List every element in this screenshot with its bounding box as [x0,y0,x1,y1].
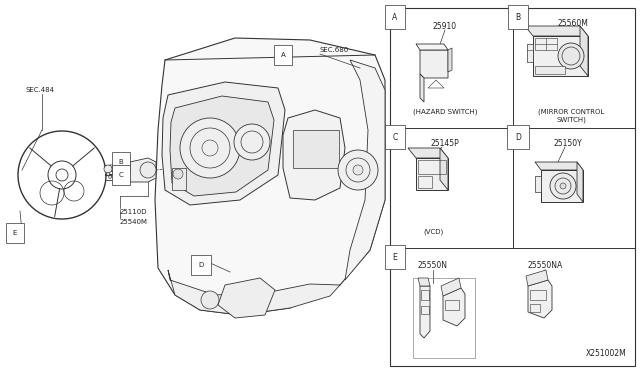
Polygon shape [420,74,424,102]
Circle shape [140,162,156,178]
Circle shape [106,173,109,176]
Bar [445,300,459,310]
Text: SEC.680: SEC.680 [320,47,349,53]
Bar [418,176,432,188]
Text: C: C [392,132,397,141]
Polygon shape [420,50,448,78]
Text: 25560M: 25560M [557,19,588,28]
Bar [530,304,540,312]
Bar [172,168,186,190]
Bar [421,290,429,300]
Polygon shape [580,26,588,76]
Text: 25910: 25910 [433,22,457,31]
Text: X251002M: X251002M [586,349,627,358]
Polygon shape [448,48,452,72]
Bar [535,176,541,192]
Polygon shape [420,286,430,338]
Text: A: A [392,13,397,22]
Text: (VCD): (VCD) [424,229,444,235]
Text: SWITCH): SWITCH) [556,117,586,123]
Text: 25145P: 25145P [431,138,460,148]
Polygon shape [104,162,130,172]
Polygon shape [577,162,583,202]
Bar [390,8,635,366]
Circle shape [109,176,111,179]
Polygon shape [535,162,583,170]
Circle shape [338,150,378,190]
Polygon shape [416,158,448,190]
Circle shape [550,173,576,199]
Polygon shape [441,278,461,296]
Text: E: E [392,253,397,262]
Text: C: C [118,172,124,178]
Circle shape [558,43,584,69]
Text: 25110D: 25110D [120,209,147,215]
Bar [535,66,565,74]
Polygon shape [283,110,345,200]
Polygon shape [170,96,274,196]
Polygon shape [443,288,465,326]
Text: B: B [515,13,520,22]
Circle shape [201,291,219,309]
Polygon shape [155,38,385,315]
Polygon shape [533,36,588,76]
Bar [421,306,429,314]
Polygon shape [345,60,385,280]
Text: 25540M: 25540M [120,219,148,225]
Polygon shape [408,148,448,158]
Text: SEC.484: SEC.484 [25,87,54,93]
Bar [535,38,557,50]
Polygon shape [541,170,583,202]
Text: D: D [198,262,204,268]
Circle shape [173,169,183,179]
Bar [413,278,475,358]
Text: (MIRROR CONTROL: (MIRROR CONTROL [538,109,604,115]
Text: B: B [118,159,124,165]
Polygon shape [168,270,340,315]
Circle shape [560,183,566,189]
Circle shape [180,118,240,178]
Bar [527,44,533,62]
Circle shape [234,124,270,160]
Polygon shape [416,44,448,50]
Polygon shape [440,148,448,190]
Text: 25550NA: 25550NA [527,262,563,270]
Bar [530,290,546,300]
Polygon shape [525,26,588,36]
Text: (HAZARD SWITCH): (HAZARD SWITCH) [413,109,477,115]
Polygon shape [218,278,275,318]
Polygon shape [162,82,285,205]
Text: D: D [515,132,521,141]
Text: A: A [280,52,285,58]
Text: 25550N: 25550N [418,262,448,270]
Circle shape [111,174,115,177]
Polygon shape [526,270,548,286]
Text: E: E [13,230,17,236]
Circle shape [104,165,112,173]
Circle shape [353,165,363,175]
Polygon shape [130,158,156,182]
Polygon shape [418,278,430,286]
Bar [418,160,446,174]
Text: 25150Y: 25150Y [554,138,582,148]
Polygon shape [528,280,552,318]
Bar [293,130,339,168]
